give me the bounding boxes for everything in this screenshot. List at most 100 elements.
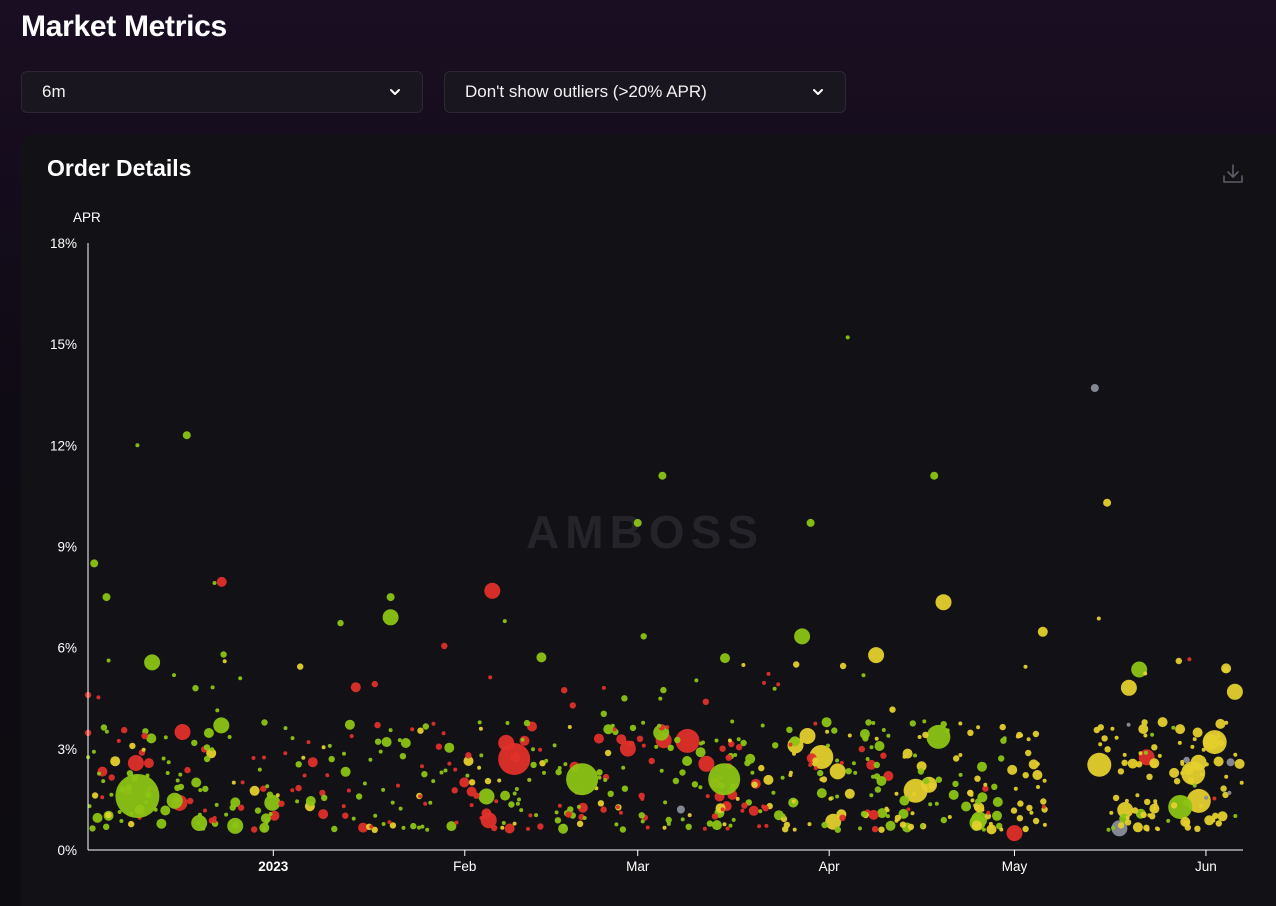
scatter-point[interactable] <box>947 815 952 819</box>
scatter-point[interactable] <box>1131 807 1139 814</box>
scatter-point[interactable] <box>1117 768 1125 775</box>
scatter-point[interactable] <box>731 817 736 822</box>
scatter-point[interactable] <box>948 789 959 800</box>
scatter-point[interactable] <box>808 763 813 767</box>
scatter-point[interactable] <box>880 752 887 759</box>
scatter-point[interactable] <box>1147 813 1152 818</box>
scatter-point[interactable] <box>1143 750 1148 755</box>
scatter-point[interactable] <box>869 793 874 798</box>
scatter-point[interactable] <box>1042 822 1047 827</box>
scatter-point[interactable] <box>1233 814 1238 818</box>
scatter-point[interactable] <box>1112 794 1120 802</box>
scatter-point[interactable] <box>349 734 354 739</box>
scatter-point[interactable] <box>750 770 755 775</box>
scatter-point[interactable] <box>451 787 458 794</box>
scatter-point[interactable] <box>601 685 606 690</box>
scatter-point[interactable] <box>1138 724 1149 734</box>
scatter-point[interactable] <box>807 822 812 827</box>
scatter-point[interactable] <box>1180 771 1185 776</box>
scatter-point[interactable] <box>565 811 572 818</box>
scatter-point[interactable] <box>1111 825 1116 830</box>
scatter-point[interactable] <box>614 822 619 827</box>
scatter-point[interactable] <box>203 728 214 738</box>
scatter-point[interactable] <box>766 671 771 676</box>
scatter-point[interactable] <box>530 761 537 769</box>
scatter-point[interactable] <box>512 821 517 826</box>
scatter-point[interactable] <box>780 775 785 780</box>
scatter-point[interactable] <box>719 745 726 752</box>
scatter-point[interactable] <box>1087 752 1112 777</box>
scatter-point[interactable] <box>665 816 672 824</box>
scatter-point[interactable] <box>555 768 562 776</box>
scatter-point[interactable] <box>748 805 759 816</box>
scatter-point[interactable] <box>851 761 856 766</box>
scatter-point[interactable] <box>1098 742 1103 747</box>
scatter-point[interactable] <box>161 756 166 761</box>
download-icon[interactable] <box>1221 162 1245 186</box>
scatter-point[interactable] <box>342 751 346 756</box>
scatter-point[interactable] <box>389 822 397 829</box>
scatter-point[interactable] <box>421 771 428 778</box>
scatter-point[interactable] <box>1234 758 1245 769</box>
scatter-point[interactable] <box>648 757 655 765</box>
scatter-point[interactable] <box>1093 726 1101 734</box>
scatter-point[interactable] <box>1204 762 1209 767</box>
scatter-point[interactable] <box>569 702 576 709</box>
scatter-point[interactable] <box>1233 752 1238 757</box>
scatter-point[interactable] <box>597 775 602 780</box>
scatter-point[interactable] <box>268 812 273 816</box>
scatter-point[interactable] <box>1166 818 1171 823</box>
scatter-point[interactable] <box>975 798 982 805</box>
scatter-point[interactable] <box>1135 793 1140 798</box>
scatter-point[interactable] <box>1204 795 1209 800</box>
scatter-point[interactable] <box>725 826 730 831</box>
scatter-point[interactable] <box>813 766 818 771</box>
scatter-point[interactable] <box>682 756 693 766</box>
scatter-point[interactable] <box>860 810 868 818</box>
scatter-point[interactable] <box>109 792 114 797</box>
scatter-point[interactable] <box>567 725 572 729</box>
scatter-point[interactable] <box>344 719 355 730</box>
scatter-point[interactable] <box>454 820 459 825</box>
scatter-point[interactable] <box>1013 786 1018 791</box>
scatter-point[interactable] <box>1211 818 1216 823</box>
scatter-point[interactable] <box>980 807 985 812</box>
scatter-point[interactable] <box>479 753 484 758</box>
scatter-point[interactable] <box>1032 817 1040 825</box>
scatter-point[interactable] <box>327 743 332 748</box>
scatter-point[interactable] <box>446 821 457 832</box>
scatter-point[interactable] <box>610 723 615 728</box>
scatter-point[interactable] <box>497 778 502 783</box>
scatter-point[interactable] <box>1170 802 1178 809</box>
scatter-point[interactable] <box>473 792 480 799</box>
scatter-point[interactable] <box>976 725 981 730</box>
scatter-point[interactable] <box>477 765 482 770</box>
scatter-point[interactable] <box>922 731 929 739</box>
scatter-point[interactable] <box>899 795 910 806</box>
scatter-point[interactable] <box>295 761 302 768</box>
scatter-point[interactable] <box>1201 747 1206 752</box>
scatter-point[interactable] <box>321 745 326 750</box>
scatter-point[interactable] <box>858 745 865 753</box>
scatter-point[interactable] <box>725 754 732 761</box>
scatter-point[interactable] <box>318 809 329 820</box>
scatter-point[interactable] <box>203 744 211 751</box>
scatter-point[interactable] <box>758 764 765 772</box>
scatter-point[interactable] <box>381 787 386 792</box>
scatter-point[interactable] <box>557 803 562 808</box>
scatter-point[interactable] <box>1199 772 1204 777</box>
scatter-point[interactable] <box>101 779 106 784</box>
scatter-point[interactable] <box>986 824 997 835</box>
scatter-point[interactable] <box>229 804 236 811</box>
scatter-point[interactable] <box>141 747 146 752</box>
scatter-point[interactable] <box>679 769 686 776</box>
scatter-point[interactable] <box>257 767 262 772</box>
scatter-point[interactable] <box>885 820 896 831</box>
scatter-point[interactable] <box>435 743 443 750</box>
scatter-point[interactable] <box>812 757 819 764</box>
scatter-point[interactable] <box>853 770 858 775</box>
scatter-point[interactable] <box>191 739 198 747</box>
scatter-point[interactable] <box>991 783 998 790</box>
scatter-point[interactable] <box>868 647 885 664</box>
scatter-point[interactable] <box>1150 760 1157 768</box>
